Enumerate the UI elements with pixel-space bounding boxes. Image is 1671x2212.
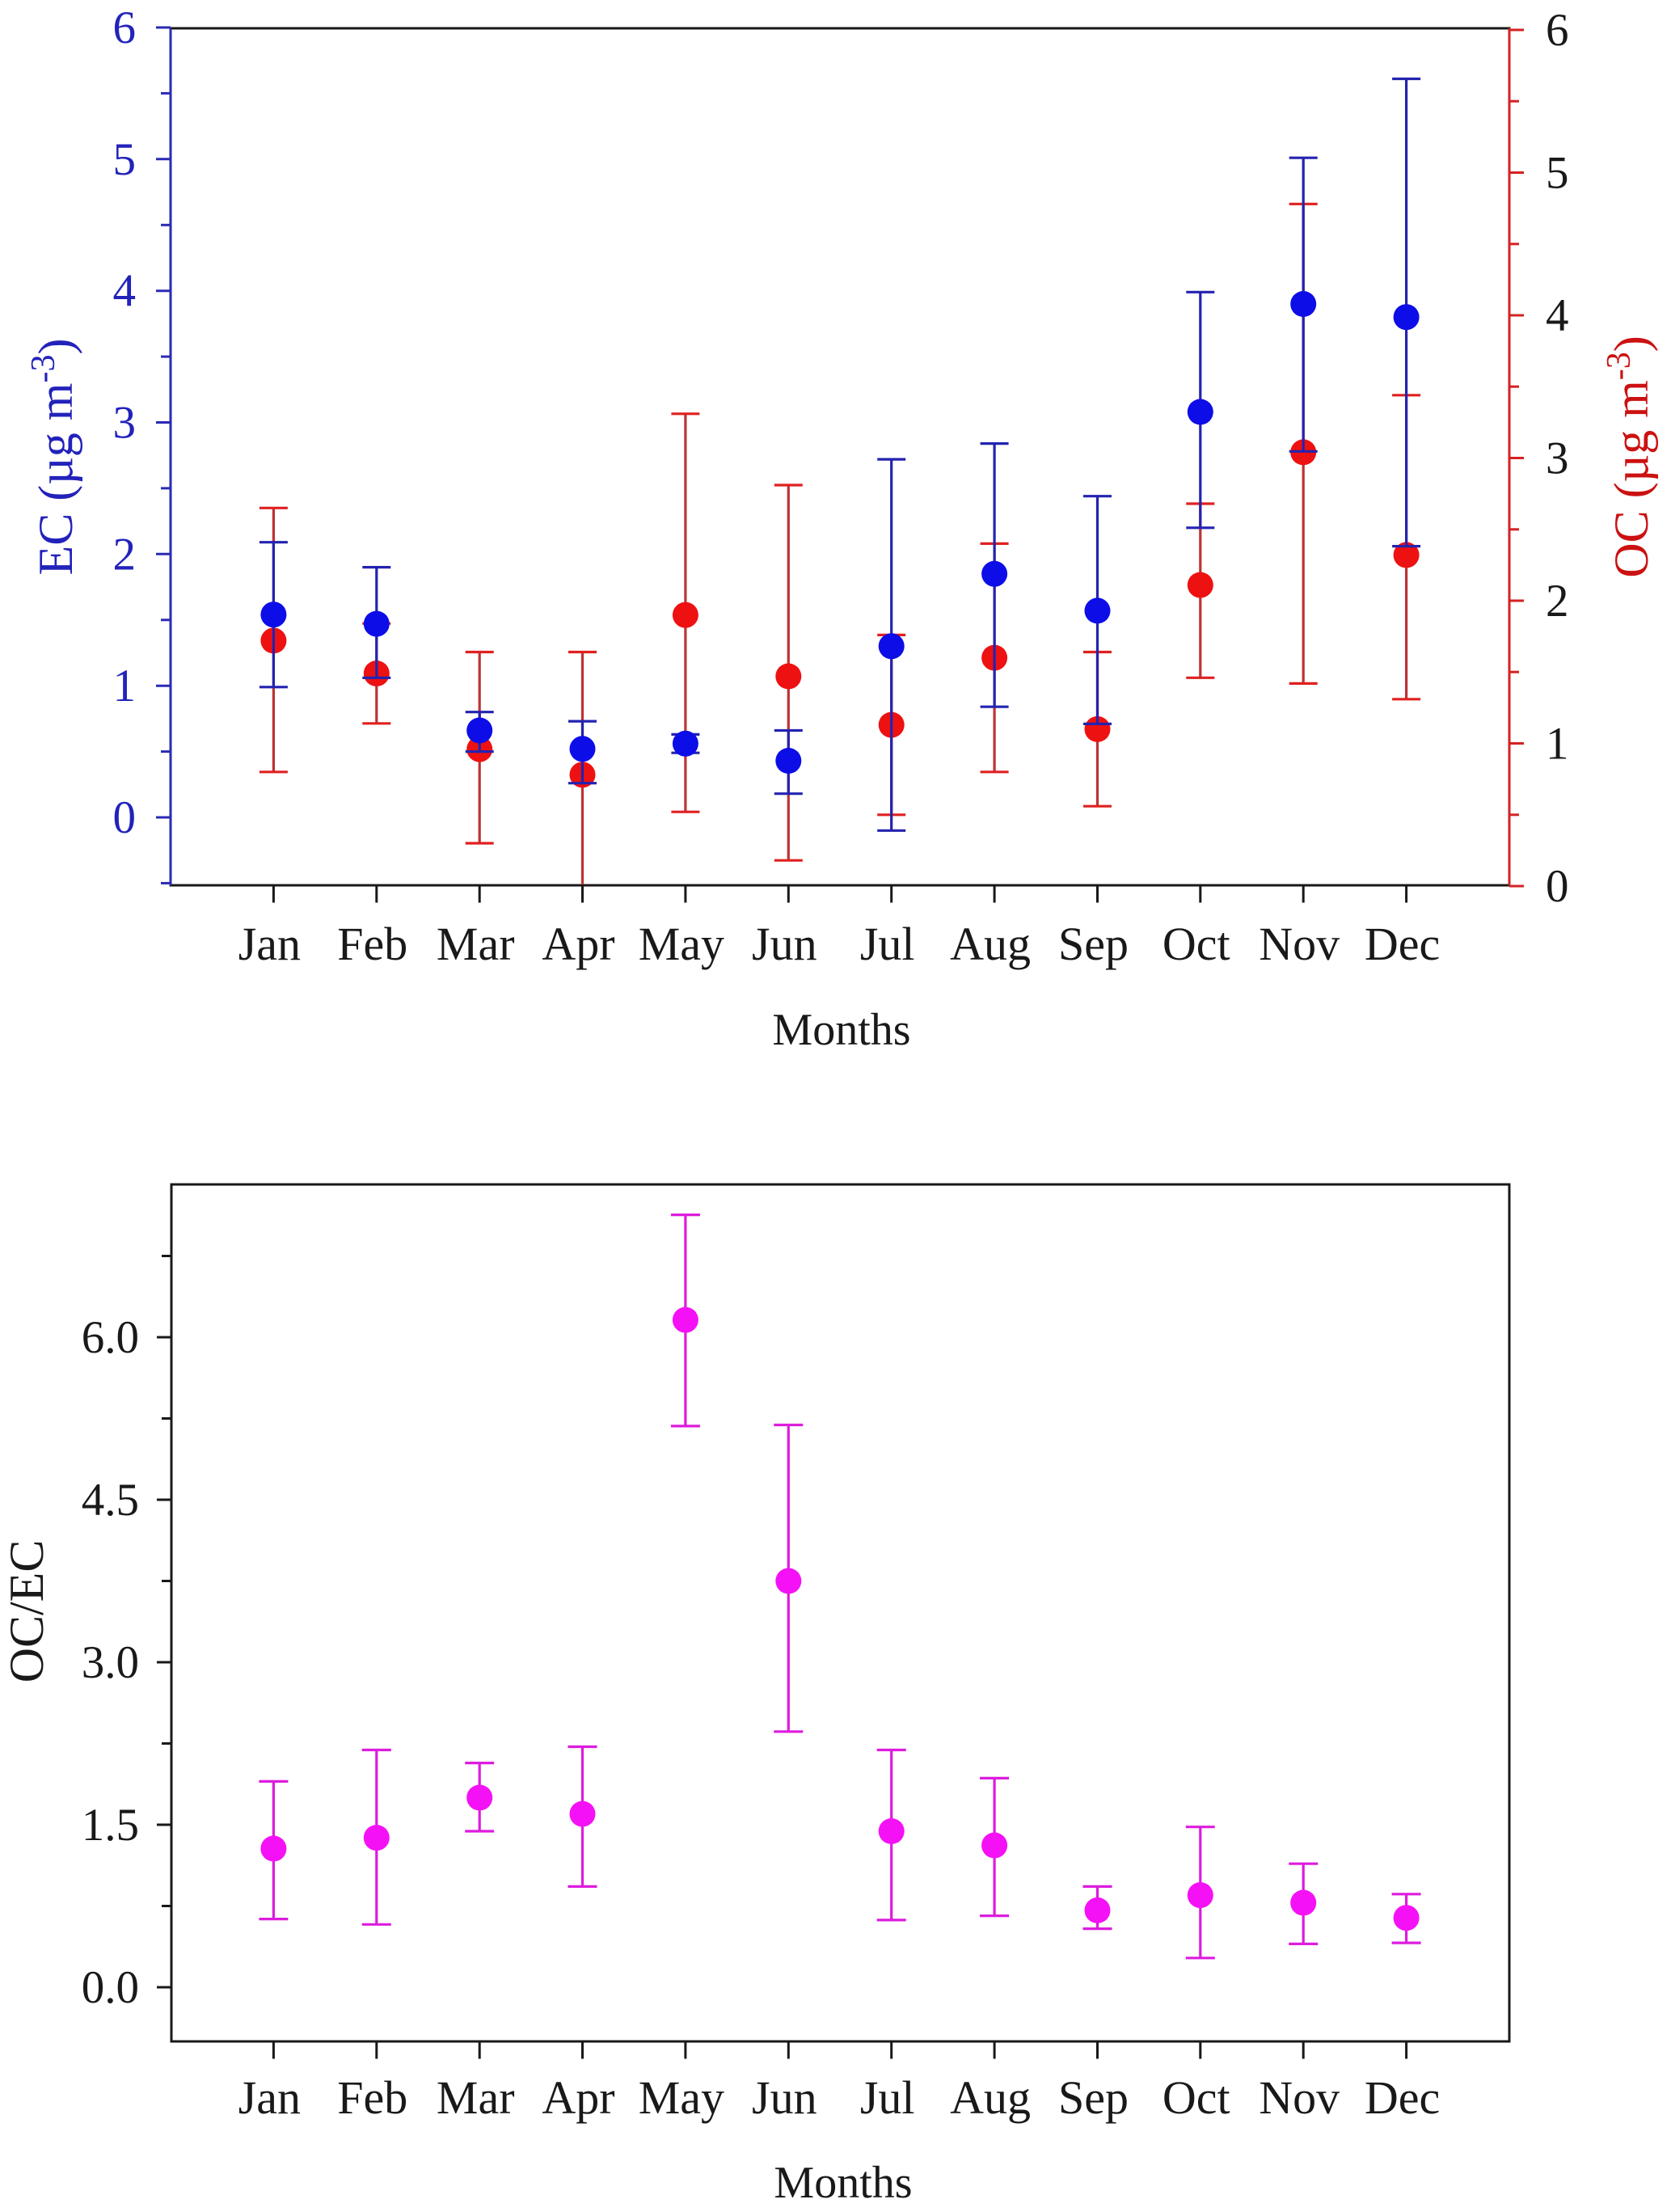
svg-text:1.5: 1.5 xyxy=(82,1800,139,1851)
svg-text:2: 2 xyxy=(113,529,137,580)
svg-text:Jan: Jan xyxy=(238,2071,301,2124)
svg-text:Mar: Mar xyxy=(437,2071,515,2124)
svg-text:Feb: Feb xyxy=(337,2071,407,2124)
svg-text:6: 6 xyxy=(113,2,137,53)
svg-text:Apr: Apr xyxy=(542,918,614,970)
svg-text:1: 1 xyxy=(1546,719,1569,770)
svg-text:1: 1 xyxy=(113,661,137,711)
svg-text:2: 2 xyxy=(1546,576,1569,627)
svg-text:3: 3 xyxy=(1546,433,1569,484)
svg-text:Sep: Sep xyxy=(1058,918,1129,970)
svg-text:3: 3 xyxy=(113,398,137,449)
svg-text:Dec: Dec xyxy=(1365,2071,1440,2124)
svg-text:0: 0 xyxy=(113,792,137,843)
svg-text:Months: Months xyxy=(774,2158,912,2208)
svg-text:Sep: Sep xyxy=(1058,2071,1129,2124)
svg-text:5: 5 xyxy=(113,134,137,185)
svg-text:Aug: Aug xyxy=(950,918,1031,970)
svg-text:OC/EC: OC/EC xyxy=(0,1540,53,1683)
svg-text:4: 4 xyxy=(1546,290,1569,341)
svg-text:Jul: Jul xyxy=(860,918,915,970)
svg-text:Aug: Aug xyxy=(950,2071,1031,2124)
svg-text:Jun: Jun xyxy=(752,918,817,970)
svg-text:Months: Months xyxy=(772,1005,910,1055)
svg-text:Jun: Jun xyxy=(752,2071,817,2124)
svg-text:Nov: Nov xyxy=(1259,2071,1340,2124)
svg-text:Jan: Jan xyxy=(238,918,301,970)
svg-text:6: 6 xyxy=(1546,5,1569,56)
svg-text:Apr: Apr xyxy=(542,2071,614,2124)
svg-text:4.5: 4.5 xyxy=(82,1475,139,1526)
svg-text:3.0: 3.0 xyxy=(82,1637,139,1688)
svg-text:Nov: Nov xyxy=(1259,918,1340,970)
svg-text:0.0: 0.0 xyxy=(82,1962,139,2013)
svg-text:Feb: Feb xyxy=(337,918,407,970)
svg-text:Jul: Jul xyxy=(860,2071,915,2124)
svg-text:Dec: Dec xyxy=(1365,918,1440,970)
svg-text:5: 5 xyxy=(1546,148,1569,199)
svg-text:4: 4 xyxy=(113,266,137,317)
svg-text:Oct: Oct xyxy=(1163,918,1230,970)
svg-text:Mar: Mar xyxy=(437,918,515,970)
svg-text:6.0: 6.0 xyxy=(82,1312,139,1363)
svg-text:May: May xyxy=(639,2071,724,2124)
svg-text:Oct: Oct xyxy=(1163,2071,1230,2124)
svg-text:0: 0 xyxy=(1546,861,1569,912)
svg-text:May: May xyxy=(639,918,724,970)
